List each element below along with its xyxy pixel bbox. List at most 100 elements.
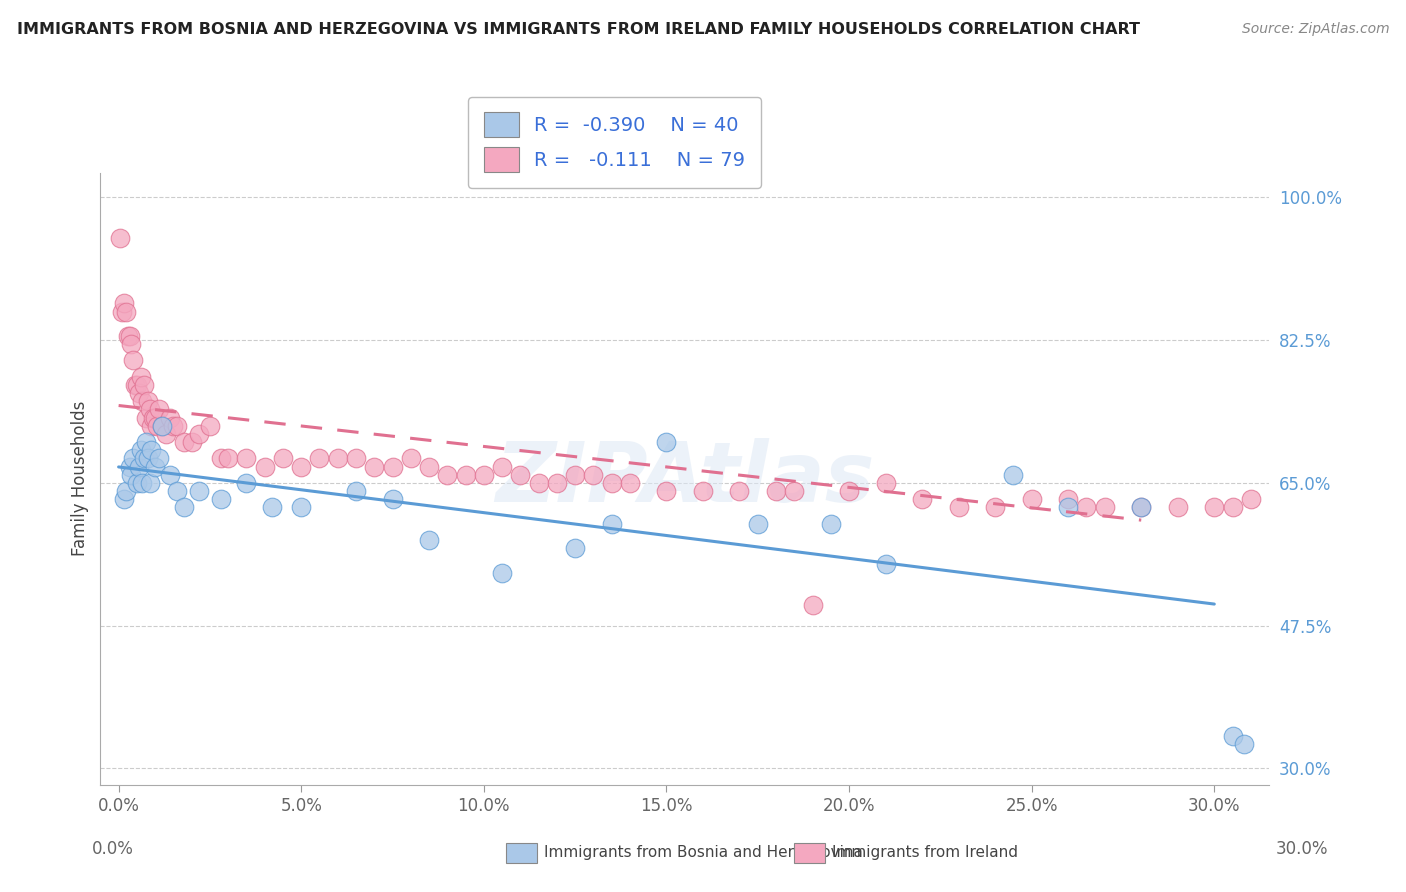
Point	[600, 475, 623, 490]
Point	[209, 451, 232, 466]
Point	[491, 566, 513, 580]
Point	[454, 467, 477, 482]
Point	[1076, 500, 1098, 515]
Point	[1094, 500, 1116, 515]
Point	[198, 418, 221, 433]
Point	[129, 369, 152, 384]
Point	[344, 451, 367, 466]
Point	[112, 296, 135, 310]
Point	[235, 475, 257, 490]
Point	[655, 483, 678, 498]
Point	[148, 402, 170, 417]
Point	[399, 451, 422, 466]
Point	[136, 394, 159, 409]
Point	[491, 459, 513, 474]
Point	[509, 467, 531, 482]
Point	[159, 467, 181, 482]
Text: IMMIGRANTS FROM BOSNIA AND HERZEGOVINA VS IMMIGRANTS FROM IRELAND FAMILY HOUSEHO: IMMIGRANTS FROM BOSNIA AND HERZEGOVINA V…	[17, 22, 1140, 37]
Point	[381, 492, 404, 507]
Point	[173, 435, 195, 450]
Point	[125, 475, 148, 490]
Point	[134, 451, 156, 466]
Y-axis label: Family Households: Family Households	[72, 401, 89, 557]
Text: Immigrants from Bosnia and Herzegovina: Immigrants from Bosnia and Herzegovina	[544, 846, 863, 860]
Point	[143, 410, 166, 425]
Point	[128, 459, 150, 474]
Point	[564, 541, 586, 555]
Point	[271, 451, 294, 466]
Point	[131, 475, 153, 490]
Point	[381, 459, 404, 474]
Point	[129, 443, 152, 458]
Point	[308, 451, 330, 466]
Point	[600, 516, 623, 531]
Point	[118, 459, 141, 474]
Point	[136, 451, 159, 466]
Point	[135, 410, 157, 425]
Point	[188, 483, 211, 498]
Point	[128, 386, 150, 401]
Point	[1222, 500, 1244, 515]
Text: Source: ZipAtlas.com: Source: ZipAtlas.com	[1241, 22, 1389, 37]
Point	[166, 418, 188, 433]
Point	[655, 435, 678, 450]
Point	[118, 329, 141, 343]
Point	[146, 418, 169, 433]
Point	[1002, 467, 1025, 482]
Point	[253, 459, 276, 474]
Point	[582, 467, 605, 482]
Point	[115, 483, 138, 498]
Point	[801, 599, 824, 613]
Point	[131, 394, 153, 409]
Point	[765, 483, 787, 498]
Point	[138, 475, 160, 490]
Point	[911, 492, 934, 507]
Point	[1130, 500, 1153, 515]
Point	[1130, 500, 1153, 515]
Point	[217, 451, 239, 466]
Point	[838, 483, 860, 498]
Point	[1021, 492, 1043, 507]
Point	[363, 459, 385, 474]
Point	[564, 467, 586, 482]
Point	[728, 483, 751, 498]
Point	[152, 418, 174, 433]
Point	[111, 304, 134, 318]
Point	[1222, 729, 1244, 743]
Point	[120, 467, 142, 482]
Point	[148, 451, 170, 466]
Point	[135, 435, 157, 450]
Point	[290, 459, 312, 474]
Legend: R =  -0.390    N = 40, R =   -0.111    N = 79: R = -0.390 N = 40, R = -0.111 N = 79	[468, 97, 761, 187]
Point	[155, 426, 177, 441]
Point	[117, 329, 139, 343]
Text: 0.0%: 0.0%	[91, 840, 134, 858]
Point	[747, 516, 769, 531]
Point	[1277, 500, 1299, 515]
Point	[162, 418, 184, 433]
Point	[173, 500, 195, 515]
Point	[418, 459, 440, 474]
Point	[180, 435, 202, 450]
Point	[1057, 492, 1080, 507]
Point	[122, 353, 145, 368]
Point	[326, 451, 349, 466]
Point	[344, 483, 367, 498]
Point	[436, 467, 458, 482]
Point	[1167, 500, 1189, 515]
Point	[110, 231, 132, 245]
Point	[115, 304, 138, 318]
Text: 30.0%: 30.0%	[1277, 840, 1329, 858]
Point	[1057, 500, 1080, 515]
Point	[260, 500, 283, 515]
Point	[527, 475, 550, 490]
Point	[875, 475, 897, 490]
Point	[159, 410, 181, 425]
Point	[120, 337, 142, 351]
Point	[1386, 500, 1406, 515]
Point	[875, 558, 897, 572]
Point	[235, 451, 257, 466]
Point	[783, 483, 806, 498]
Point	[209, 492, 232, 507]
Point	[1313, 500, 1336, 515]
